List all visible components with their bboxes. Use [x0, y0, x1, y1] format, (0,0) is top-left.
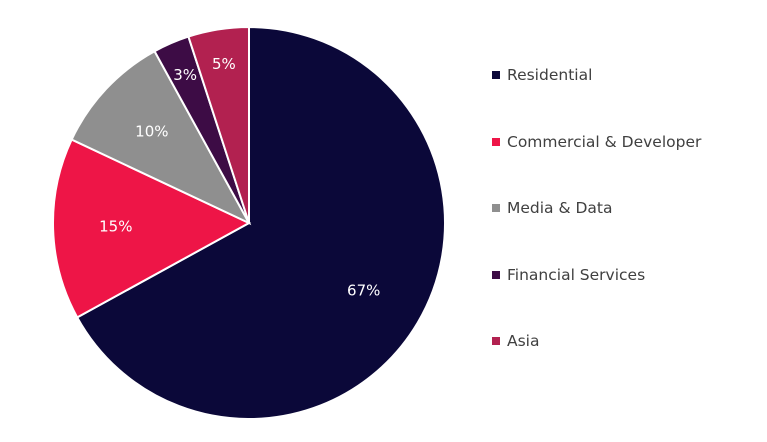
- legend-item-commercial-developer: Commercial & Developer: [492, 131, 762, 153]
- legend-swatch-media-data: [492, 204, 500, 212]
- pie-slice-residential: [75, 25, 446, 420]
- legend-label-media-data: Media & Data: [507, 199, 613, 217]
- legend-swatch-residential: [492, 71, 500, 79]
- legend-label-commercial-developer: Commercial & Developer: [507, 132, 702, 151]
- pie-slice-commercial-developer: [52, 138, 252, 319]
- pie-labels: 67% 15% 10% 3% 5%: [99, 55, 380, 300]
- legend-item-financial-services: Financial Services: [492, 264, 762, 286]
- pie-slices: [52, 25, 446, 420]
- legend-item-residential: Residential: [492, 64, 762, 86]
- pie-label-commercial-developer: 15%: [99, 218, 132, 236]
- legend-item-media-data: Media & Data: [492, 197, 762, 219]
- pie-label-financial-services: 3%: [173, 66, 197, 84]
- pie-label-asia: 5%: [212, 55, 236, 73]
- chart-legend: Residential Commercial & Developer Media…: [492, 64, 762, 397]
- pie-label-media-data: 10%: [135, 122, 168, 140]
- pie-slice-media-data: [70, 49, 252, 226]
- legend-label-asia: Asia: [507, 332, 540, 350]
- legend-label-financial-services: Financial Services: [507, 265, 646, 284]
- legend-swatch-financial-services: [492, 270, 500, 279]
- pie-slice-asia: [187, 25, 250, 224]
- legend-swatch-commercial-developer: [492, 137, 500, 146]
- legend-item-asia: Asia: [492, 330, 762, 352]
- legend-label-residential: Residential: [507, 66, 593, 84]
- legend-swatch-asia: [492, 337, 500, 345]
- pie-label-residential: 67%: [347, 281, 380, 299]
